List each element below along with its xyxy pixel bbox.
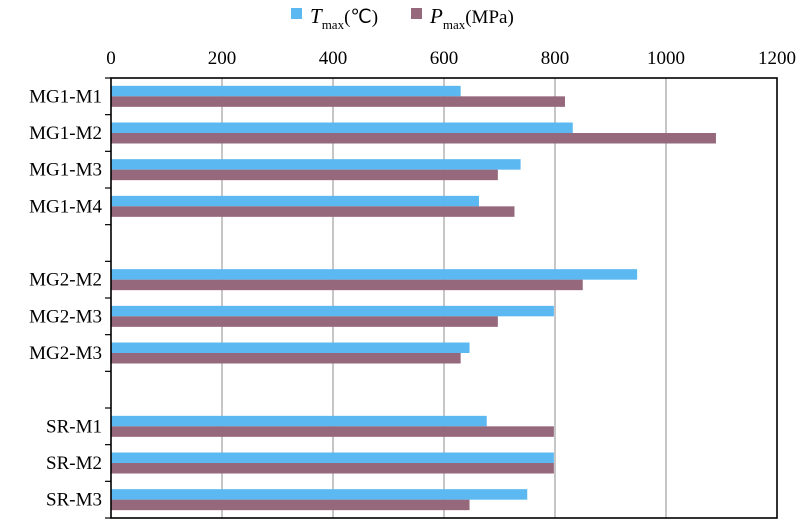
category-label: SR-M3	[46, 490, 102, 511]
x-tick-label: 800	[541, 48, 570, 69]
category-label: MG1-M4	[29, 196, 102, 217]
bar-pmax	[111, 169, 498, 181]
category-labels: MG1-M1 MG1-M2 MG1-M3 MG1-M4 MG2-M2 MG2-M3 MG2-…	[29, 86, 102, 510]
bar-tmax	[111, 305, 554, 317]
svg-text:Pmax(MPa): Pmax(MPa)	[429, 4, 514, 32]
bar-tmax	[111, 269, 638, 280]
bar-tmax	[111, 489, 528, 500]
x-axis-ticks: 0 200 400 600 800 1000 1200	[106, 48, 796, 69]
legend-item-tmax: Tmax(℃)	[291, 4, 378, 32]
bar-pmax	[111, 133, 716, 144]
bars	[111, 85, 716, 511]
category-label: MG2-M3	[29, 306, 102, 327]
legend-subscript-tmax: max	[322, 17, 345, 32]
y-axis-tick-marks	[105, 77, 111, 519]
legend-swatch-pmax	[411, 8, 422, 19]
category-label: MG2-M3	[29, 343, 102, 364]
bar-tmax	[111, 85, 461, 97]
x-tick-label: 1000	[647, 48, 685, 69]
bar-pmax	[111, 206, 515, 217]
bar-tmax	[111, 342, 470, 353]
bar-tmax	[111, 159, 521, 170]
legend-symbol-tmax: T	[310, 4, 323, 28]
x-tick-label: 1200	[758, 48, 796, 69]
bar-pmax	[111, 279, 583, 291]
bar-pmax	[111, 316, 498, 327]
bar-tmax	[111, 415, 487, 427]
bar-pmax	[111, 499, 470, 511]
category-label: SR-M2	[46, 453, 102, 474]
legend-unit-tmax: (℃)	[344, 7, 378, 28]
bar-pmax	[111, 463, 554, 474]
bar-pmax	[111, 353, 461, 364]
category-label: MG1-M1	[29, 86, 102, 107]
x-tick-label: 200	[208, 48, 237, 69]
bar-tmax	[111, 195, 479, 207]
bar-tmax	[111, 122, 573, 133]
x-tick-label: 0	[106, 48, 116, 69]
legend-unit-pmax: (MPa)	[465, 7, 514, 28]
category-label: SR-M1	[46, 416, 102, 437]
category-label: MG2-M2	[29, 270, 102, 291]
bar-pmax	[111, 96, 565, 107]
legend-symbol-pmax: P	[429, 4, 443, 28]
grid-lines	[221, 78, 667, 518]
bar-pmax	[111, 426, 554, 437]
legend: Tmax(℃) Pmax(MPa)	[291, 4, 514, 32]
x-tick-label: 400	[319, 48, 348, 69]
legend-swatch-tmax	[291, 8, 302, 19]
category-label: MG1-M3	[29, 160, 102, 181]
x-tick-label: 600	[430, 48, 459, 69]
legend-item-pmax: Pmax(MPa)	[411, 4, 514, 32]
category-label: MG1-M2	[29, 123, 102, 144]
svg-text:Tmax(℃): Tmax(℃)	[310, 4, 378, 32]
legend-subscript-pmax: max	[443, 17, 466, 32]
bar-tmax	[111, 452, 554, 463]
